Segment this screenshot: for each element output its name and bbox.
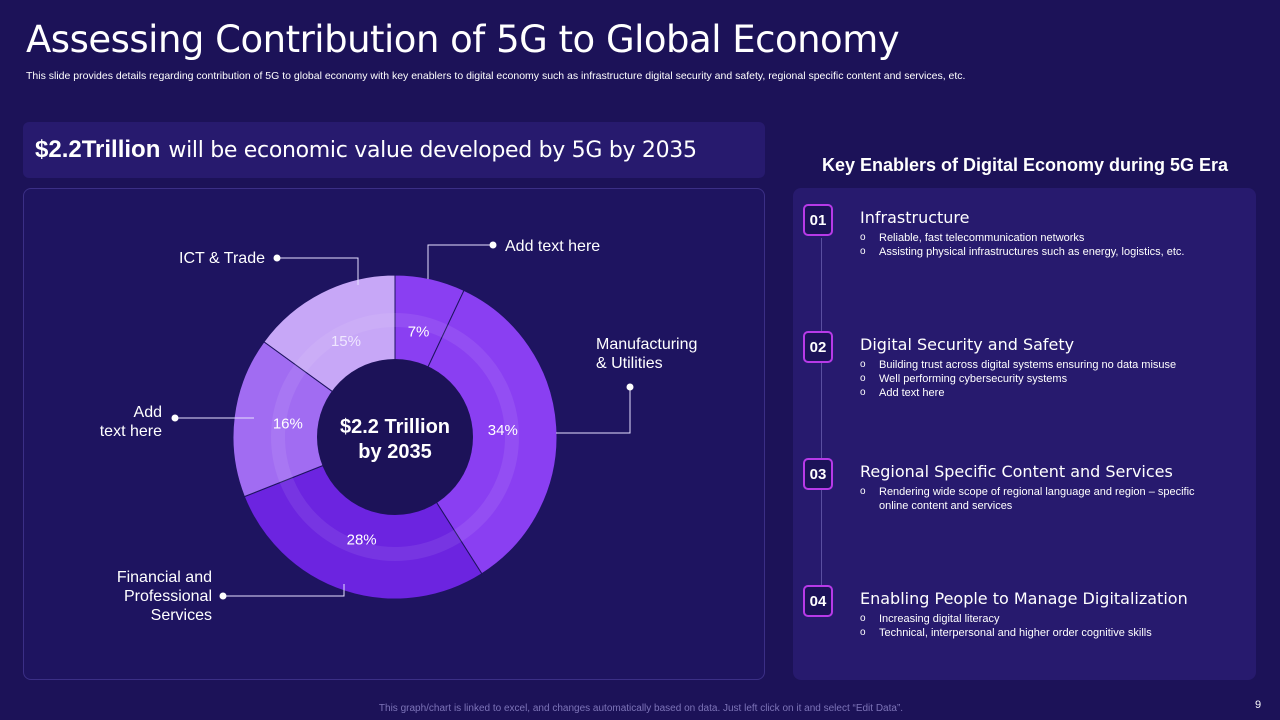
bullet-item: Add text here <box>860 386 1219 400</box>
enabler-title: Enabling People to Manage Digitalization <box>860 589 1188 608</box>
page-number: 9 <box>1255 699 1262 711</box>
enabler-number-badge: 03 <box>803 458 833 490</box>
bullet-item: Building trust across digital systems en… <box>860 358 1219 372</box>
enabler-title: Infrastructure <box>860 208 970 227</box>
callout-label: Services <box>151 607 212 624</box>
enabler-bullets: Reliable, fast telecommunication network… <box>860 231 1219 259</box>
callout-label: Add text here <box>505 238 600 255</box>
enabler-number-badge: 01 <box>803 204 833 236</box>
enabler-number-badge: 02 <box>803 331 833 363</box>
leader-line <box>427 244 493 279</box>
donut-chart[interactable]: 7% 34% 28% 16% 15% $2.2 Trillion by 2035 Add te… <box>24 189 766 681</box>
slice-percent-label: 28% <box>347 532 377 549</box>
timeline-line <box>821 238 822 594</box>
leader-dot <box>626 383 634 391</box>
enabler-bullets: Building trust across digital systems en… <box>860 358 1219 400</box>
leader-dot <box>489 241 497 249</box>
callout-label: Professional <box>124 588 212 605</box>
enabler-number-badge: 04 <box>803 585 833 617</box>
headline-banner: $2.2Trillion will be economic value deve… <box>23 122 765 178</box>
headline-value: $2.2Trillion <box>35 136 161 163</box>
footer-note: This graph/chart is linked to excel, and… <box>378 703 904 714</box>
center-label: by 2035 <box>358 441 431 463</box>
callout-label: Financial and <box>117 569 212 586</box>
leader-dot <box>171 414 179 422</box>
slice-percent-label: 15% <box>331 333 361 350</box>
inner-ring-shade <box>271 313 519 561</box>
enabler-bullets: Rendering wide scope of regional languag… <box>860 485 1219 513</box>
enabler-title: Digital Security and Safety <box>860 335 1075 354</box>
enablers-panel <box>793 188 1256 680</box>
slice-percent-label: 16% <box>273 415 303 432</box>
page-title: Assessing Contribution of 5G to Global E… <box>26 18 900 61</box>
enabler-bullets: Increasing digital literacy Technical, i… <box>860 612 1219 640</box>
bullet-item: Rendering wide scope of regional languag… <box>860 485 1219 513</box>
headline-text: will be economic value developed by 5G b… <box>168 137 697 163</box>
callout-label: Manufacturing <box>596 336 697 353</box>
bullet-item: Reliable, fast telecommunication network… <box>860 231 1219 245</box>
callout-label: & Utilities <box>596 355 663 372</box>
enablers-title: Key Enablers of Digital Economy during 5… <box>821 155 1229 175</box>
bullet-item: Increasing digital literacy <box>860 612 1219 626</box>
leader-dot <box>273 254 281 262</box>
callout-label: Add <box>134 404 162 421</box>
center-label: $2.2 Trillion <box>340 416 450 438</box>
bullet-item: Technical, interpersonal and higher orde… <box>860 626 1219 640</box>
callout-label: ICT & Trade <box>179 250 265 267</box>
enabler-title: Regional Specific Content and Services <box>860 462 1173 481</box>
chart-panel: 7% 34% 28% 16% 15% $2.2 Trillion by 2035 Add te… <box>23 188 765 680</box>
leader-dot <box>219 592 227 600</box>
leader-line <box>556 387 631 434</box>
page-subtitle: This slide provides details regarding co… <box>26 70 966 82</box>
donut-center <box>317 359 473 515</box>
slice-percent-label: 34% <box>488 422 518 439</box>
bullet-item: Assisting physical infrastructures such … <box>860 245 1219 259</box>
slice-percent-label: 7% <box>408 324 430 341</box>
leader-line <box>277 257 359 285</box>
callout-label: text here <box>100 423 162 440</box>
leader-line <box>223 584 345 597</box>
bullet-item: Well performing cybersecurity systems <box>860 372 1219 386</box>
